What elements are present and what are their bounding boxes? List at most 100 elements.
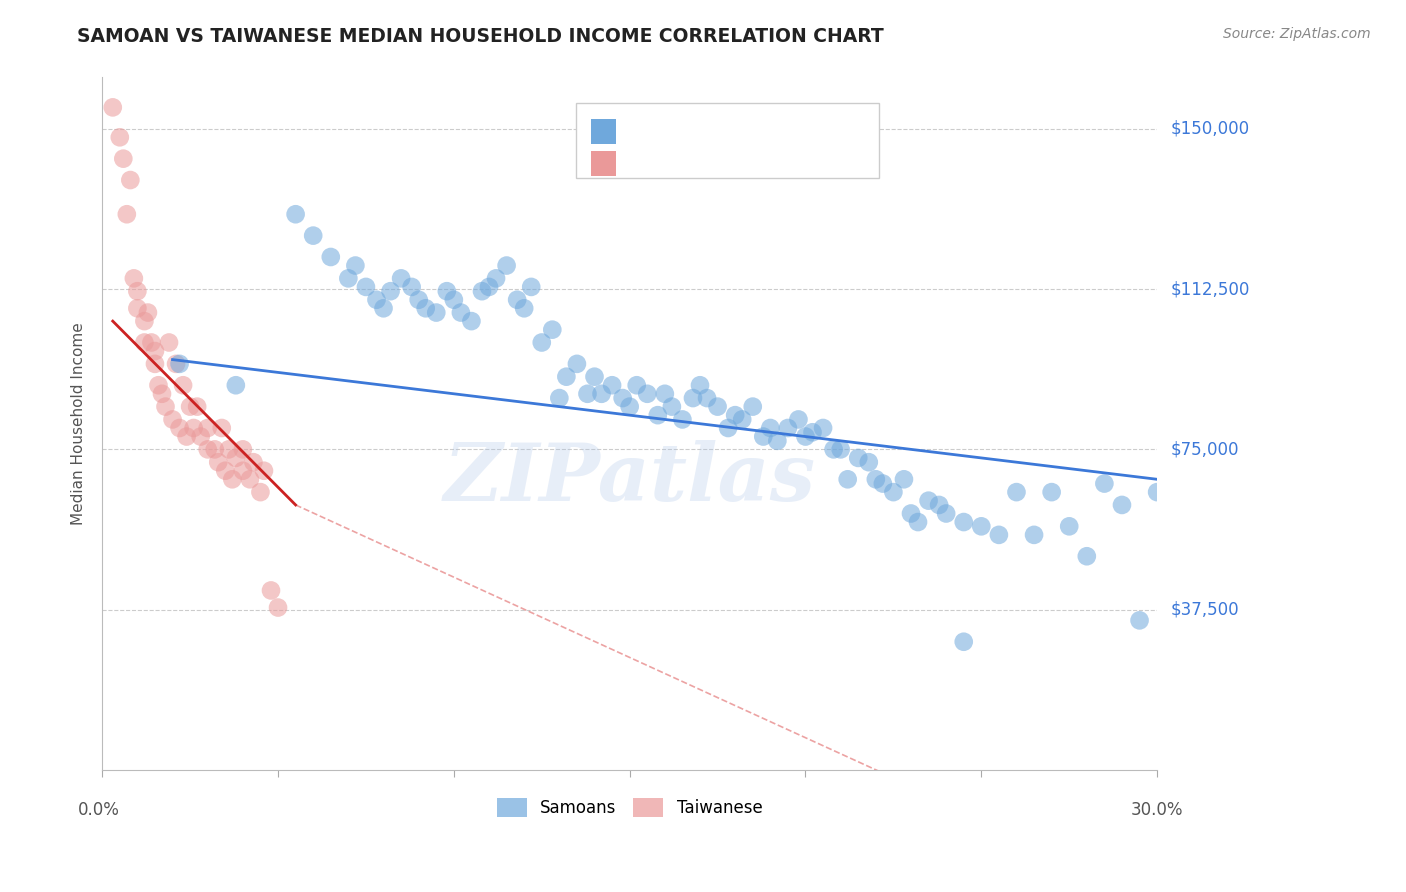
Point <box>197 442 219 457</box>
Point <box>520 280 543 294</box>
Point <box>801 425 824 440</box>
Point <box>600 378 623 392</box>
Point <box>157 335 180 350</box>
Point <box>450 305 472 319</box>
Point <box>647 408 669 422</box>
Point <box>1076 549 1098 564</box>
Point <box>787 412 810 426</box>
Point <box>900 507 922 521</box>
Point <box>1040 485 1063 500</box>
Text: N = 87: N = 87 <box>747 124 807 139</box>
Point <box>555 369 578 384</box>
Point <box>811 421 834 435</box>
Point <box>186 400 208 414</box>
Point <box>654 386 676 401</box>
Point <box>148 378 170 392</box>
Point <box>661 400 683 414</box>
Point <box>225 450 247 465</box>
Point <box>731 412 754 426</box>
Point <box>211 421 233 435</box>
Point <box>513 301 536 316</box>
Point <box>858 455 880 469</box>
Point <box>893 472 915 486</box>
Point <box>165 357 187 371</box>
Text: ZIPatlas: ZIPatlas <box>444 441 815 518</box>
Point <box>460 314 482 328</box>
Point <box>242 455 264 469</box>
Point <box>232 442 254 457</box>
Point <box>436 284 458 298</box>
Point <box>696 391 718 405</box>
Point <box>136 305 159 319</box>
Point <box>846 450 869 465</box>
Point <box>471 284 494 298</box>
Point <box>794 429 817 443</box>
Point <box>155 400 177 414</box>
Point <box>115 207 138 221</box>
Point <box>122 271 145 285</box>
Point <box>239 472 262 486</box>
Point <box>865 472 887 486</box>
Point <box>928 498 950 512</box>
Point <box>373 301 395 316</box>
Point <box>548 391 571 405</box>
Point <box>380 284 402 298</box>
Point <box>134 335 156 350</box>
Text: 30.0%: 30.0% <box>1130 801 1184 819</box>
Point <box>319 250 342 264</box>
Point <box>150 386 173 401</box>
Point <box>169 357 191 371</box>
Text: $37,500: $37,500 <box>1171 600 1240 619</box>
Point <box>766 434 789 448</box>
Point <box>576 386 599 401</box>
Point <box>127 301 149 316</box>
Point <box>127 284 149 298</box>
Point <box>253 464 276 478</box>
Point <box>190 429 212 443</box>
Point <box>284 207 307 221</box>
Point <box>530 335 553 350</box>
Point <box>267 600 290 615</box>
Point <box>176 429 198 443</box>
Point <box>541 323 564 337</box>
Point <box>389 271 412 285</box>
Point <box>214 464 236 478</box>
Point <box>344 259 367 273</box>
Point <box>485 271 508 285</box>
Text: R = -0.158: R = -0.158 <box>627 156 721 170</box>
Point <box>120 173 142 187</box>
Point <box>260 583 283 598</box>
Point <box>179 400 201 414</box>
Point <box>830 442 852 457</box>
Text: SAMOAN VS TAIWANESE MEDIAN HOUSEHOLD INCOME CORRELATION CHART: SAMOAN VS TAIWANESE MEDIAN HOUSEHOLD INC… <box>77 27 884 45</box>
Point <box>141 335 163 350</box>
Text: $75,000: $75,000 <box>1171 441 1240 458</box>
Point <box>478 280 501 294</box>
Text: R = -0.252: R = -0.252 <box>627 124 721 139</box>
Point <box>706 400 728 414</box>
Point <box>221 472 243 486</box>
Point <box>752 429 775 443</box>
Point <box>425 305 447 319</box>
Point <box>172 378 194 392</box>
Point <box>354 280 377 294</box>
Point <box>143 344 166 359</box>
Point <box>1005 485 1028 500</box>
Point <box>401 280 423 294</box>
Point <box>565 357 588 371</box>
Point <box>907 515 929 529</box>
Text: N = 44: N = 44 <box>747 156 807 170</box>
Point <box>952 515 974 529</box>
Point <box>183 421 205 435</box>
Point <box>207 455 229 469</box>
Text: $112,500: $112,500 <box>1171 280 1250 298</box>
Point <box>619 400 641 414</box>
Point <box>143 357 166 371</box>
Point <box>232 464 254 478</box>
Point <box>741 400 763 414</box>
Point <box>872 476 894 491</box>
Point <box>197 421 219 435</box>
Point <box>218 442 240 457</box>
Point <box>366 293 388 307</box>
Point <box>1092 476 1115 491</box>
